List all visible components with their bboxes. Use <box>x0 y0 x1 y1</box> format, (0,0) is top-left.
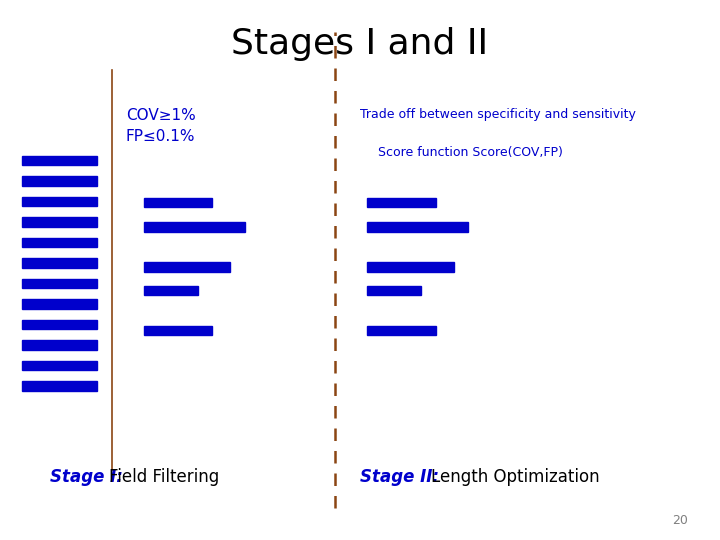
Bar <box>22 381 97 391</box>
Bar <box>367 262 454 272</box>
Bar <box>144 326 212 335</box>
Bar <box>22 156 97 165</box>
Bar <box>144 198 212 207</box>
Bar <box>367 222 468 232</box>
Bar <box>22 197 97 206</box>
Bar <box>22 299 97 309</box>
Bar <box>22 361 97 370</box>
Bar <box>367 286 421 295</box>
Text: Stages I and II: Stages I and II <box>231 27 489 61</box>
Text: Score function Score(COV,FP): Score function Score(COV,FP) <box>378 146 563 159</box>
Bar <box>144 262 230 272</box>
Text: 20: 20 <box>672 514 688 526</box>
Bar <box>22 279 97 288</box>
Text: Field Filtering: Field Filtering <box>109 468 220 486</box>
Text: Trade off between specificity and sensitivity: Trade off between specificity and sensit… <box>360 108 636 121</box>
Bar <box>367 326 436 335</box>
Bar <box>22 217 97 227</box>
Bar <box>22 176 97 186</box>
Bar <box>144 222 245 232</box>
Bar <box>22 320 97 329</box>
Text: Stage I:: Stage I: <box>50 468 123 486</box>
Text: Stage II:: Stage II: <box>360 468 439 486</box>
Text: COV≥1%
FP≤0.1%: COV≥1% FP≤0.1% <box>126 108 196 144</box>
Bar <box>22 238 97 247</box>
Text: Length Optimization: Length Optimization <box>431 468 599 486</box>
Bar <box>22 340 97 350</box>
Bar <box>367 198 436 207</box>
Bar <box>144 286 198 295</box>
Bar <box>22 258 97 268</box>
